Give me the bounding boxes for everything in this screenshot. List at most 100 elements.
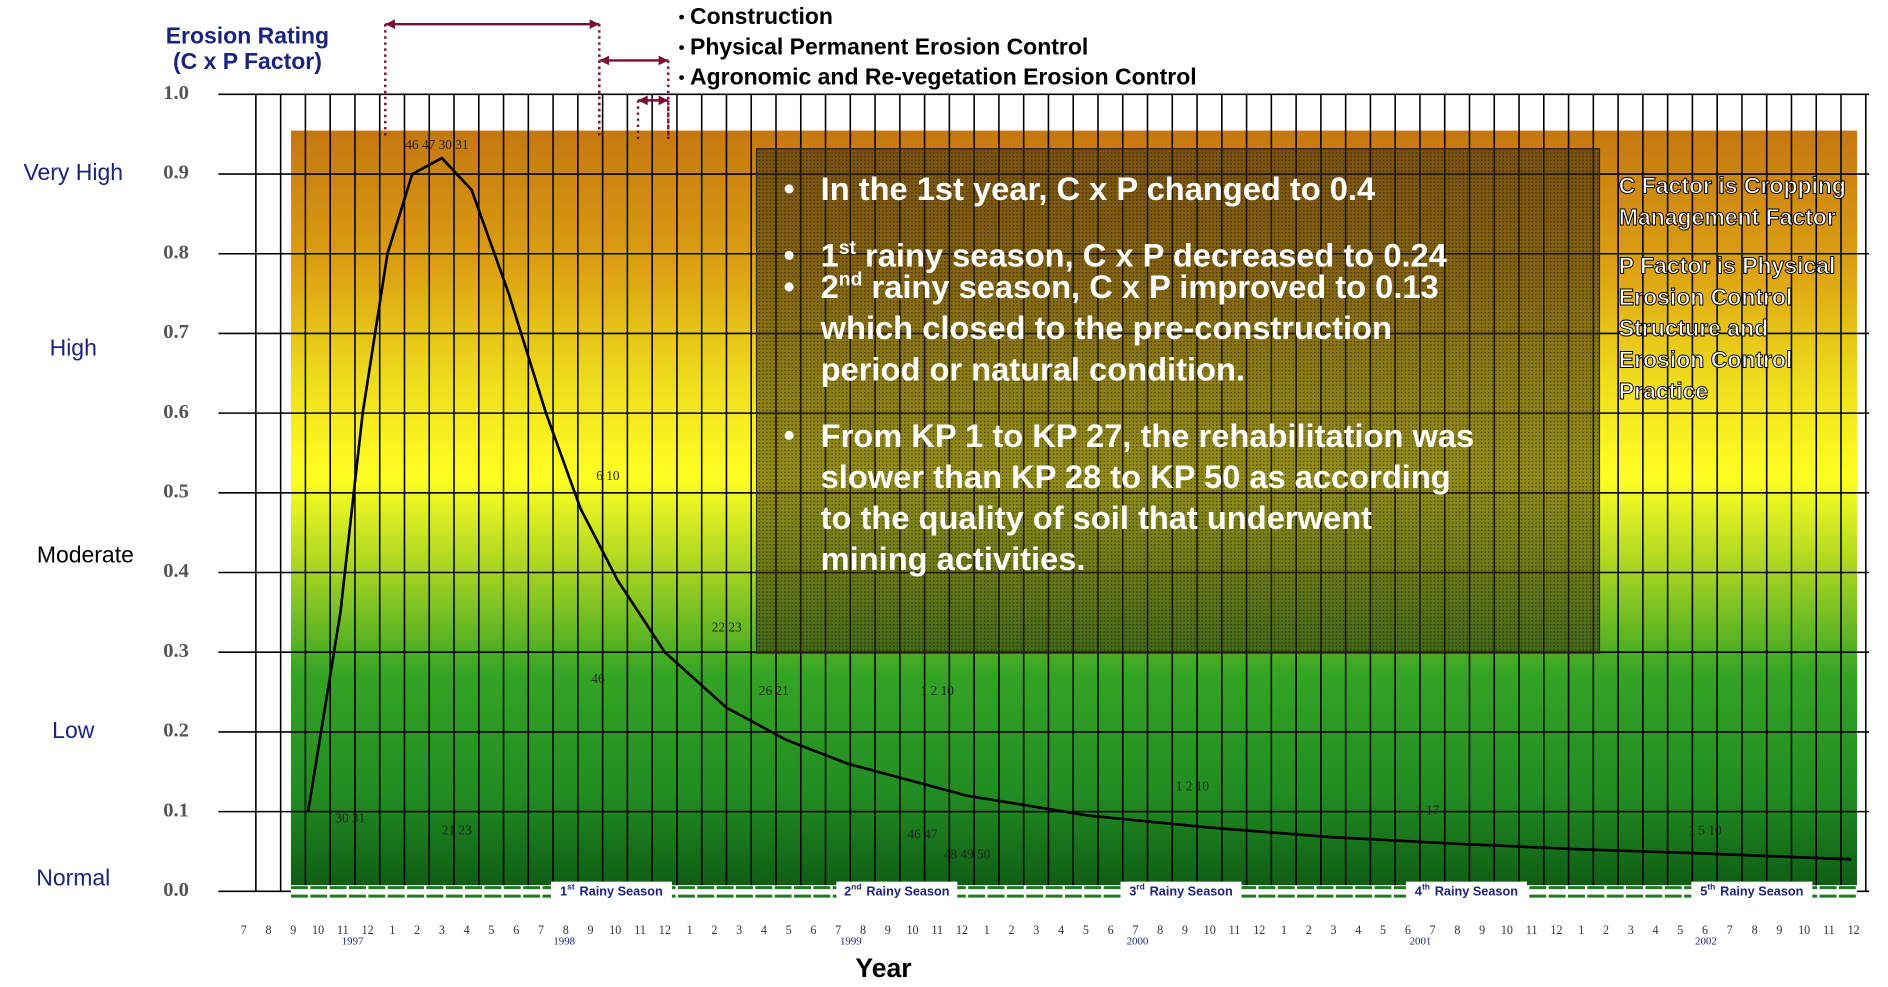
rainy-season-label: 1st Rainy Season: [560, 882, 663, 899]
x-tick-label: 12: [956, 923, 968, 937]
x-tick-label: 6: [513, 923, 519, 937]
x-tick-label: 8: [1157, 923, 1163, 937]
y-tick-label: 0.0: [163, 879, 189, 901]
note-text: which closed to the pre-construction: [820, 309, 1392, 346]
rainy-label-bg: [836, 881, 958, 901]
x-tick-label: 3: [1331, 923, 1337, 937]
x-tick-label: 9: [1479, 923, 1485, 937]
x-tick-label: 1: [687, 923, 693, 937]
note-text: 1: [821, 236, 839, 273]
x-tick-label: 3: [439, 923, 445, 937]
erosion-curve: [306, 156, 1852, 861]
note-text: period or natural condition.: [821, 350, 1245, 387]
x-tick-label: 10: [312, 923, 324, 937]
x-tick-label: 7: [835, 923, 841, 937]
note-sup: nd: [839, 269, 863, 291]
x-tick-label: 7: [1132, 923, 1138, 937]
definition-line: Management Factor: [1619, 204, 1836, 230]
rainy-suffix: nd: [851, 882, 861, 892]
kp-label: 1 5 10: [1688, 823, 1722, 838]
kp-label: 30 31: [335, 811, 365, 826]
rainy-season-label: 3rd Rainy Season: [1129, 882, 1233, 899]
phase-bullet: •: [679, 8, 685, 27]
x-tick-label: 10: [906, 923, 918, 937]
note-line: In the 1st year, C x P changed to 0.4: [821, 170, 1375, 207]
x-tick-label: 9: [1776, 923, 1782, 937]
note-line: 1st rainy season, C x P decreased to 0.2…: [821, 236, 1447, 273]
note-text: slower than KP 28 to KP 50 as according: [821, 458, 1451, 495]
rainy-label-bg: [1405, 881, 1527, 901]
x-tick-label: 4: [1355, 923, 1361, 937]
phase-label: Construction: [690, 3, 833, 29]
y-tick-label: 0.9: [163, 162, 189, 184]
x-tick-label: 8: [1752, 923, 1758, 937]
x-tick-label: 5: [786, 923, 792, 937]
x-tick-label: 1: [1578, 923, 1584, 937]
phase-label: Physical Permanent Erosion Control: [690, 33, 1088, 59]
x-tick-label: 12: [1550, 923, 1562, 937]
note-line: mining activities.: [821, 540, 1086, 577]
x-tick-label: 1: [1281, 923, 1287, 937]
rainy-label-bg: [550, 881, 672, 901]
rainy-suffix: rd: [1136, 882, 1144, 892]
note-text: 2: [821, 268, 839, 305]
definition-line: Erosion Control: [1619, 284, 1793, 310]
y-tick-label: 0.6: [163, 401, 189, 423]
marks: [306, 19, 1852, 861]
rating-level: Very High: [23, 159, 123, 185]
note-bullet: •: [784, 269, 795, 304]
x-tick-label: 1: [389, 923, 395, 937]
kp-label: 22 23: [712, 619, 742, 634]
rainy-suffix: th: [1422, 882, 1430, 892]
rating-level: Low: [52, 717, 95, 743]
x-tick-label: 11: [337, 923, 349, 937]
kp-label: 46 47: [907, 827, 937, 842]
note-box: [755, 148, 1601, 654]
x-tick-label: 8: [1454, 923, 1460, 937]
note-text: mining activities.: [821, 540, 1086, 577]
x-tick-label: 12: [659, 923, 671, 937]
note-sup: st: [839, 237, 857, 259]
kp-label: 46 47 30 31: [405, 137, 468, 152]
rainy-label-bg: [1120, 881, 1242, 901]
y-tick-label: 0.8: [163, 241, 189, 263]
kp-label: 21 23: [442, 823, 472, 838]
x-tick-label: 6: [1405, 923, 1411, 937]
kp-label: 48 49 50: [944, 846, 991, 861]
x-tick-label: 7: [1430, 923, 1436, 937]
definition-line: Erosion Control: [1619, 347, 1793, 373]
x-tick-label: 4: [761, 923, 767, 937]
kp-label: 6 10: [596, 468, 620, 483]
y-tick-label: 1.0: [163, 82, 189, 104]
year-label: 2000: [1127, 936, 1149, 948]
note-line: 2nd rainy season, C x P improved to 0.13: [821, 268, 1439, 305]
note-text: to the quality of soil that underwent: [821, 499, 1372, 536]
note-bullet: •: [784, 238, 795, 273]
rating-level: High: [50, 334, 97, 360]
rainy-season-label: 2nd Rainy Season: [844, 882, 949, 899]
x-tick-label: 7: [1727, 923, 1733, 937]
x-tick-label: 4: [1653, 923, 1659, 937]
x-tick-label: 10: [1798, 923, 1810, 937]
rainy-text: Rainy Season: [1720, 885, 1803, 899]
x-tick-label: 10: [609, 923, 621, 937]
x-tick-label: 6: [810, 923, 816, 937]
x-tick-label: 5: [1677, 923, 1683, 937]
kp-label: 46: [591, 671, 605, 686]
x-tick-label: 12: [1848, 923, 1860, 937]
x-tick-label: 3: [1033, 923, 1039, 937]
x-tick-label: 11: [931, 923, 943, 937]
x-tick-label: 2: [1306, 923, 1312, 937]
note-text: rainy season, C x P improved to 0.13: [862, 268, 1438, 305]
rainy-number: 3: [1129, 885, 1136, 899]
rainy-number: 2: [844, 885, 851, 899]
phase-label: Agronomic and Re-vegetation Erosion Cont…: [690, 64, 1197, 90]
x-tick-label: 10: [1501, 923, 1513, 937]
note-line: to the quality of soil that underwent: [821, 499, 1372, 536]
x-tick-label: 6: [1108, 923, 1114, 937]
y-tick-label: 0.2: [163, 720, 189, 742]
x-tick-label: 5: [488, 923, 494, 937]
x-tick-label: 6: [1702, 923, 1708, 937]
rainy-suffix: th: [1707, 882, 1715, 892]
x-tick-label: 8: [860, 923, 866, 937]
